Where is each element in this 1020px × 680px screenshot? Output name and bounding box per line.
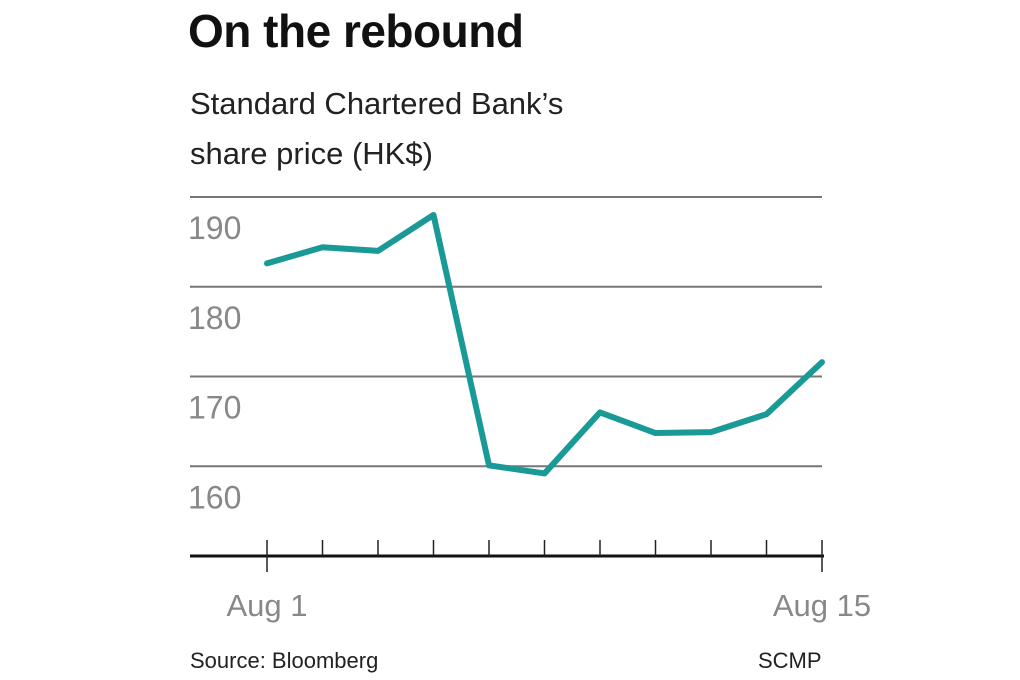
chart-subtitle-line-2: share price (HK$) — [190, 136, 433, 171]
y-tick-label: 190 — [188, 210, 241, 246]
credit-note: SCMP — [758, 648, 822, 673]
chart-title: On the rebound — [188, 5, 524, 57]
y-tick-label: 160 — [188, 479, 241, 515]
x-tick-label: Aug 1 — [226, 588, 307, 623]
y-tick-label: 180 — [188, 300, 241, 336]
source-note: Source: Bloomberg — [190, 648, 379, 673]
chart-subtitle-line-1: Standard Chartered Bank’s — [190, 86, 564, 121]
x-tick-label: Aug 15 — [773, 588, 871, 623]
y-tick-label: 170 — [188, 390, 241, 426]
price-line — [264, 211, 825, 477]
